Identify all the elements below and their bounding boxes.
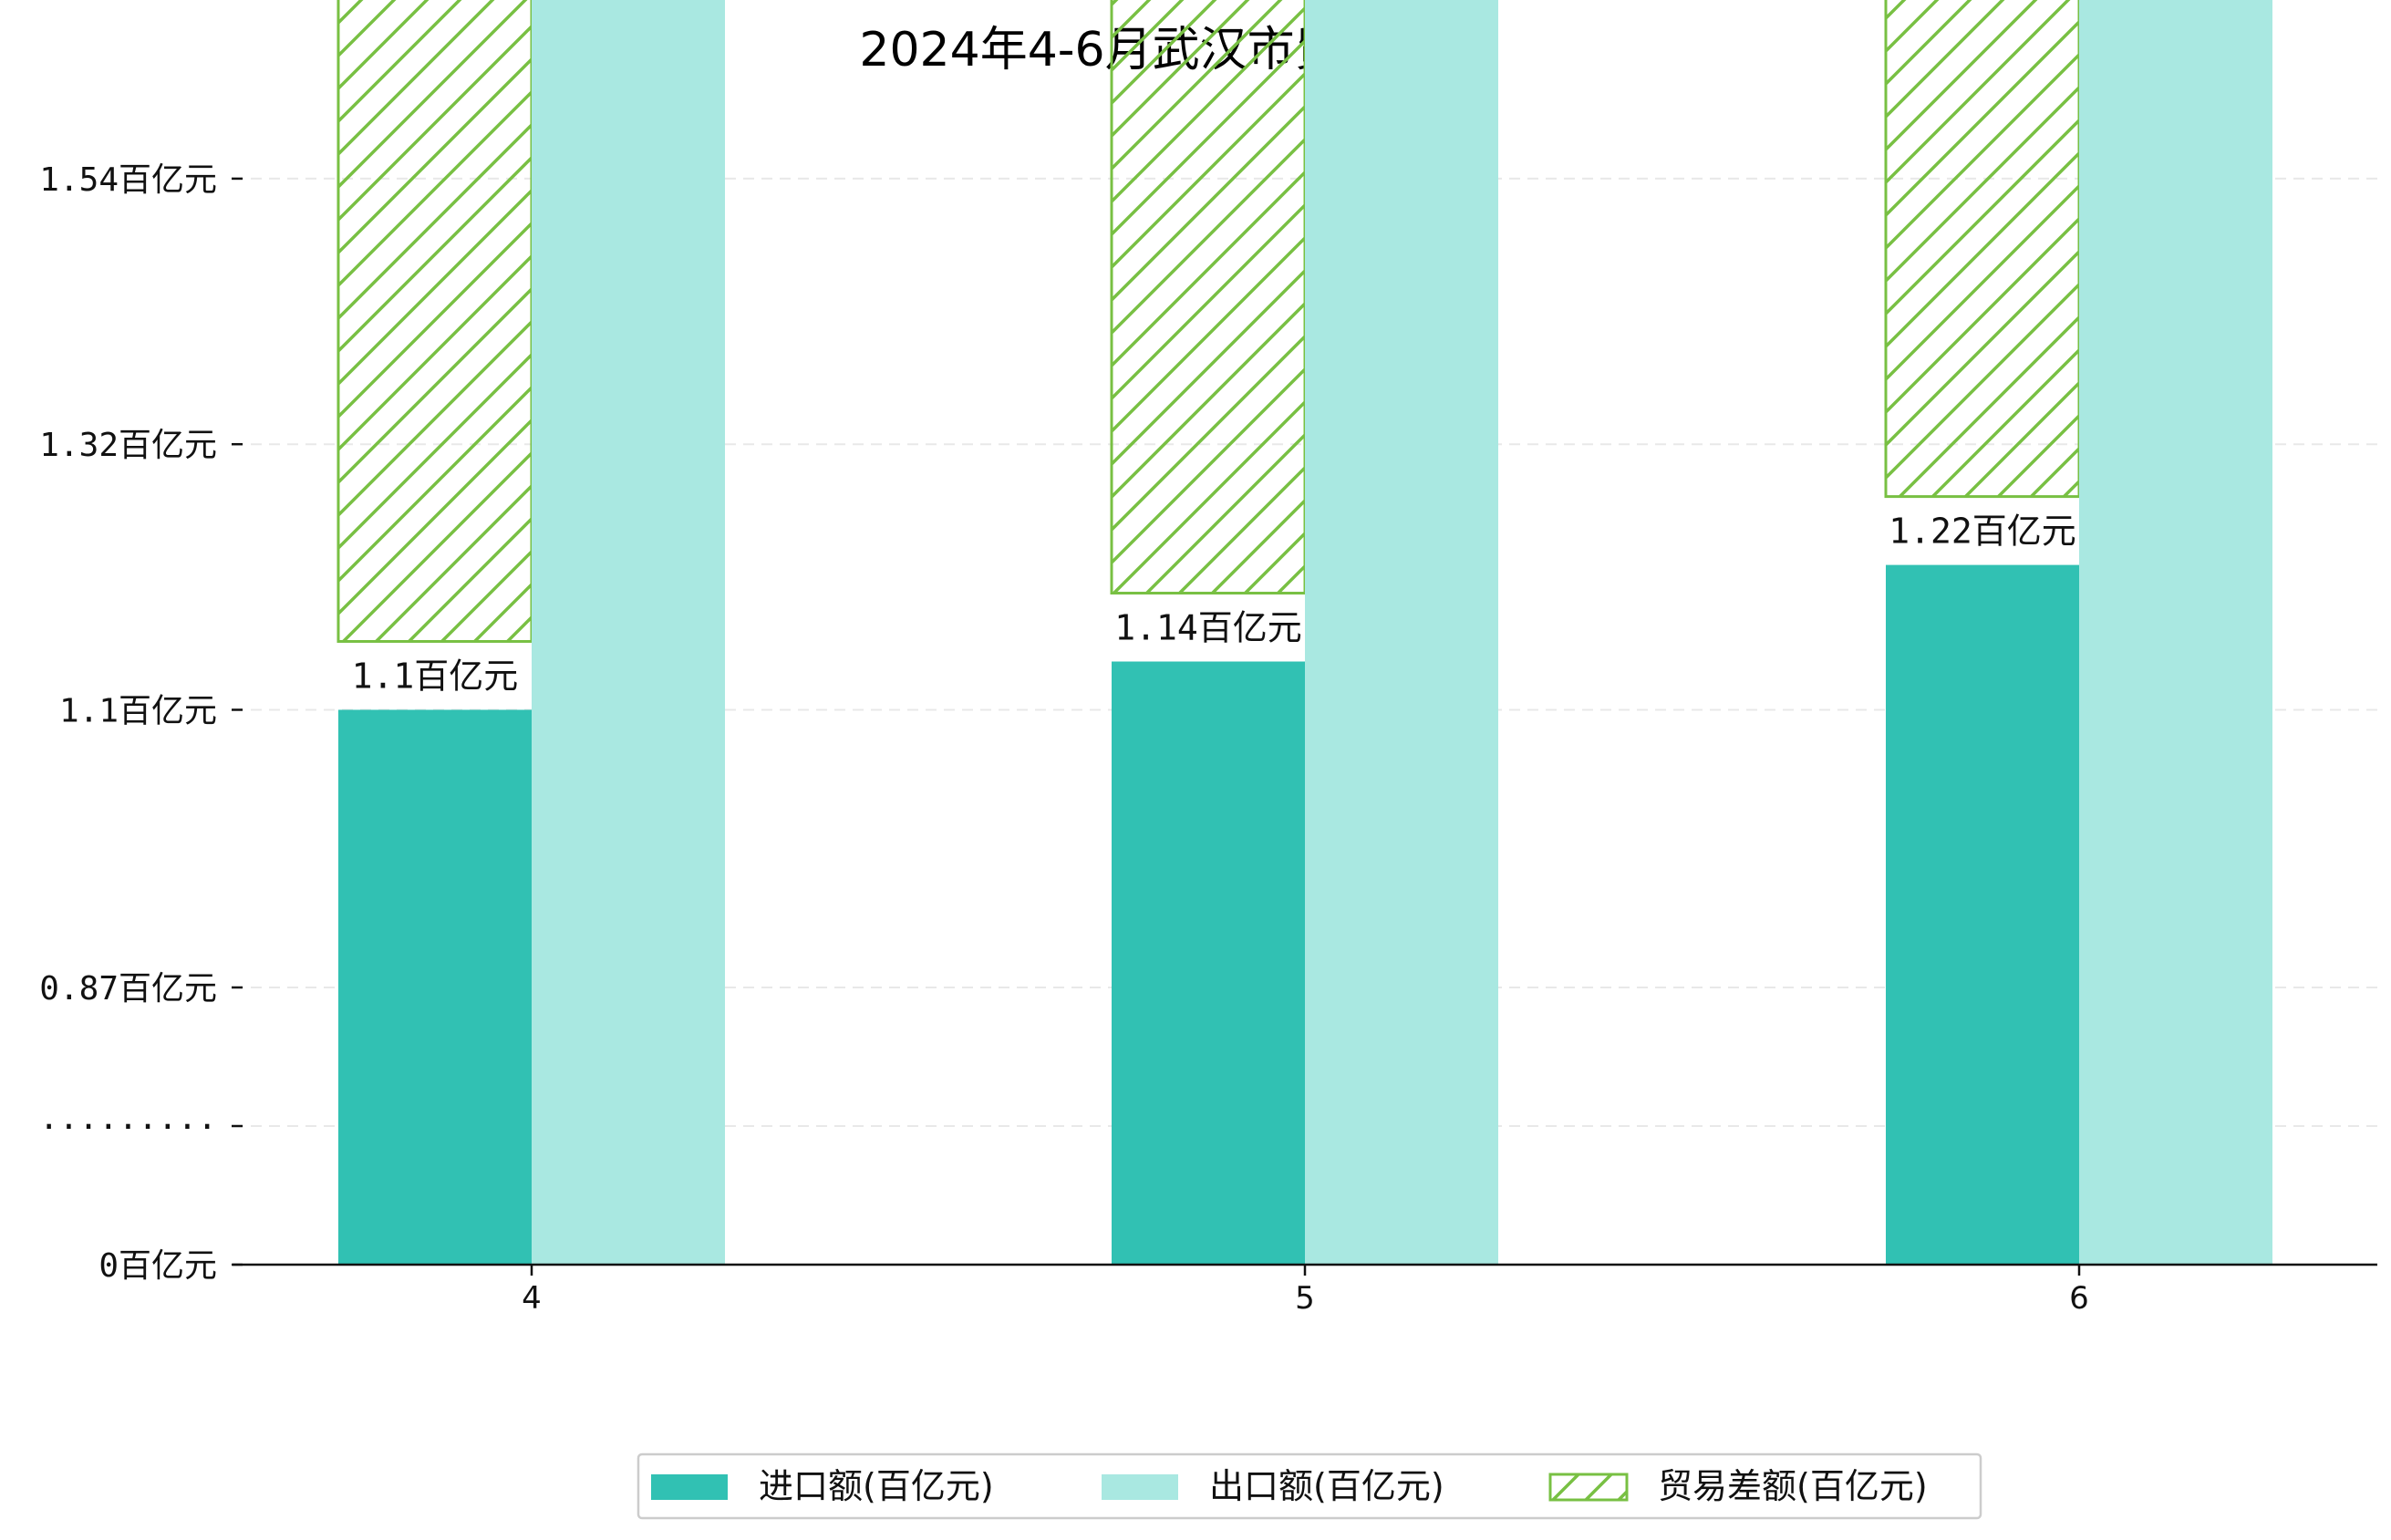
legend-swatch: [1548, 1473, 1629, 1502]
legend-swatch: [651, 1474, 728, 1500]
bar-import: [1886, 564, 2079, 1265]
legend-label: 进口额(百亿元): [759, 1466, 994, 1506]
label-import-bg: [338, 651, 532, 707]
y-tick-label: 1.32百亿元: [39, 427, 217, 464]
bar-trade-balance: [336, 0, 533, 643]
label-import-bg: [1886, 506, 2079, 562]
legend: 进口额(百亿元) 出口额(百亿元) 贸易差额(百亿元): [637, 1452, 1982, 1520]
y-tick-label: 0百亿元: [98, 1247, 217, 1285]
bar-export: [2079, 0, 2272, 1265]
x-tick-label: 5: [1295, 1280, 1315, 1317]
y-axis: 0百亿元 ········· 0.87百亿元 1.1百亿元 1.32百亿元 1.54百亿元…: [39, 161, 243, 1285]
label-import-bg: [1112, 603, 1305, 658]
x-tick-label: 4: [522, 1280, 542, 1317]
legend-label: 贸易差额(百亿元): [1658, 1466, 1928, 1506]
data-labels: 1.1百亿元.73百亿元-6.34百亿元1.14百亿元.06百亿元-9.19百亿…: [338, 506, 2079, 707]
y-tick-label: ·········: [39, 1109, 217, 1146]
label-import: 1.1百亿元: [352, 656, 519, 696]
x-tick-label: 6: [2069, 1280, 2089, 1317]
bar-import: [338, 709, 532, 1265]
legend-swatch: [1102, 1474, 1178, 1500]
bar-trade-balance: [1110, 0, 1307, 595]
bar-trade-balance: [1884, 0, 2081, 499]
y-tick-label: 1.54百亿元: [39, 161, 217, 199]
label-import: 1.14百亿元: [1114, 608, 1302, 648]
legend-frame: [637, 1452, 1982, 1520]
label-import: 1.22百亿元: [1889, 512, 2076, 552]
bars: [336, 0, 2272, 1266]
bar-export: [532, 0, 725, 1266]
legend-label: 出口额(百亿元): [1209, 1466, 1444, 1506]
bar-export: [1305, 0, 1498, 1266]
y-tick-label: 0.87百亿元: [39, 970, 217, 1008]
bar-import: [1112, 661, 1305, 1265]
x-axis: 4 5 6: [522, 1265, 2089, 1317]
y-tick-label: 1.1百亿元: [59, 692, 217, 729]
